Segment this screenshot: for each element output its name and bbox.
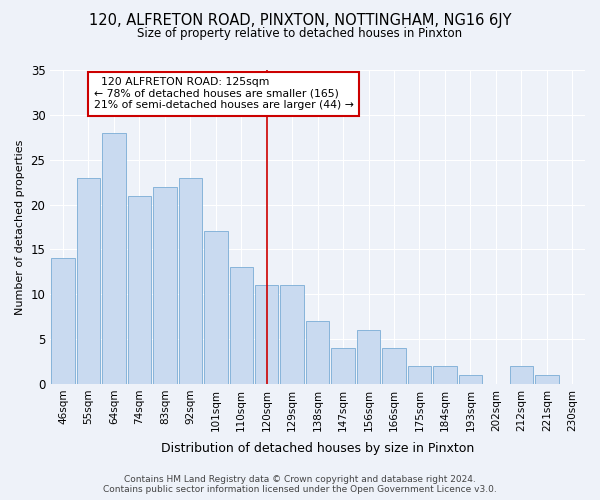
Bar — [433, 366, 457, 384]
Bar — [280, 285, 304, 384]
Bar — [535, 375, 559, 384]
Bar — [509, 366, 533, 384]
Bar — [459, 375, 482, 384]
Bar — [153, 186, 176, 384]
Bar — [306, 321, 329, 384]
Bar — [357, 330, 380, 384]
Bar — [382, 348, 406, 384]
Text: 120 ALFRETON ROAD: 125sqm
← 78% of detached houses are smaller (165)
21% of semi: 120 ALFRETON ROAD: 125sqm ← 78% of detac… — [94, 77, 353, 110]
Y-axis label: Number of detached properties: Number of detached properties — [15, 140, 25, 314]
Text: Size of property relative to detached houses in Pinxton: Size of property relative to detached ho… — [137, 28, 463, 40]
Bar — [255, 285, 278, 384]
Bar — [52, 258, 75, 384]
Bar — [102, 133, 125, 384]
Bar — [204, 232, 227, 384]
Bar — [408, 366, 431, 384]
Bar — [77, 178, 100, 384]
Bar — [230, 268, 253, 384]
Bar — [128, 196, 151, 384]
Bar — [179, 178, 202, 384]
Text: 120, ALFRETON ROAD, PINXTON, NOTTINGHAM, NG16 6JY: 120, ALFRETON ROAD, PINXTON, NOTTINGHAM,… — [89, 12, 511, 28]
Text: Contains HM Land Registry data © Crown copyright and database right 2024.
Contai: Contains HM Land Registry data © Crown c… — [103, 474, 497, 494]
Bar — [331, 348, 355, 384]
X-axis label: Distribution of detached houses by size in Pinxton: Distribution of detached houses by size … — [161, 442, 474, 455]
